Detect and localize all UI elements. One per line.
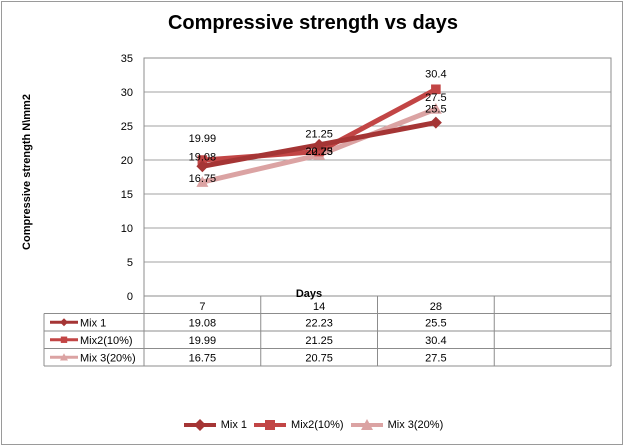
legend-swatch [254, 420, 287, 430]
y-tick-label: 0 [127, 291, 133, 303]
x-category-label: 28 [430, 301, 442, 313]
table-legend-marker [60, 353, 68, 361]
y-tick-label: 20 [121, 155, 133, 167]
data-point [197, 155, 208, 165]
data-label: 19.08 [189, 151, 217, 163]
data-point [429, 103, 442, 114]
x-axis-label: Days [295, 288, 323, 300]
x-category-label: 14 [313, 301, 325, 313]
table-legend-marker [60, 318, 68, 327]
table-cell-value: 19.99 [189, 335, 217, 347]
table-cell-value: 25.5 [425, 317, 446, 329]
legend-item: Mix 3(20%) [350, 418, 444, 432]
chart-title: Compressive strength vs days [167, 12, 459, 34]
table-cell-value: 21.25 [305, 335, 333, 347]
data-label: 22.23 [305, 146, 333, 158]
legend-item: Mix 1 [183, 418, 247, 432]
legend-swatch [350, 419, 383, 430]
table-cell-value: 16.75 [189, 352, 217, 364]
table-series-name: Mix2(10%) [80, 335, 133, 347]
legend-label: Mix 1 [220, 419, 248, 431]
table-cell-value: 27.5 [425, 352, 446, 364]
table-cell-value: 19.08 [189, 317, 217, 329]
y-tick-label: 30 [121, 87, 133, 99]
data-label: 21.25 [305, 129, 333, 141]
table-series-name: Mix 1 [80, 317, 106, 329]
data-point [196, 160, 209, 173]
chart-legend: Mix 1 Mix2(10%) Mix 3(20%) [0, 418, 626, 432]
legend-item: Mix2(10%) [253, 418, 344, 432]
y-tick-label: 5 [127, 257, 133, 269]
data-point [313, 138, 326, 151]
legend-label: Mix2(10%) [291, 419, 344, 431]
data-label: 30.4 [425, 68, 446, 80]
y-tick-label: 15 [121, 189, 133, 201]
table-legend-marker [60, 336, 68, 343]
table-cell-value: 20.75 [305, 352, 333, 364]
data-point [429, 116, 442, 129]
legend-label: Mix 3(20%) [387, 419, 444, 431]
data-label: 19.99 [189, 133, 217, 145]
table-cell-value: 22.23 [305, 317, 333, 329]
y-tick-label: 25 [121, 121, 133, 133]
data-label: 25.5 [425, 104, 446, 116]
data-point [196, 176, 209, 187]
y-tick-label: 10 [121, 223, 133, 235]
legend-swatch [183, 419, 216, 431]
y-tick-label: 35 [121, 53, 133, 65]
data-label: 16.75 [189, 173, 217, 185]
data-label: 27.5 [425, 92, 446, 104]
table-cell-value: 30.4 [425, 335, 446, 347]
x-category-label: 7 [199, 301, 205, 313]
data-label: 20.75 [305, 146, 333, 158]
table-series-name: Mix 3(20%) [80, 352, 136, 364]
data-point [431, 84, 441, 95]
data-point [314, 146, 324, 157]
